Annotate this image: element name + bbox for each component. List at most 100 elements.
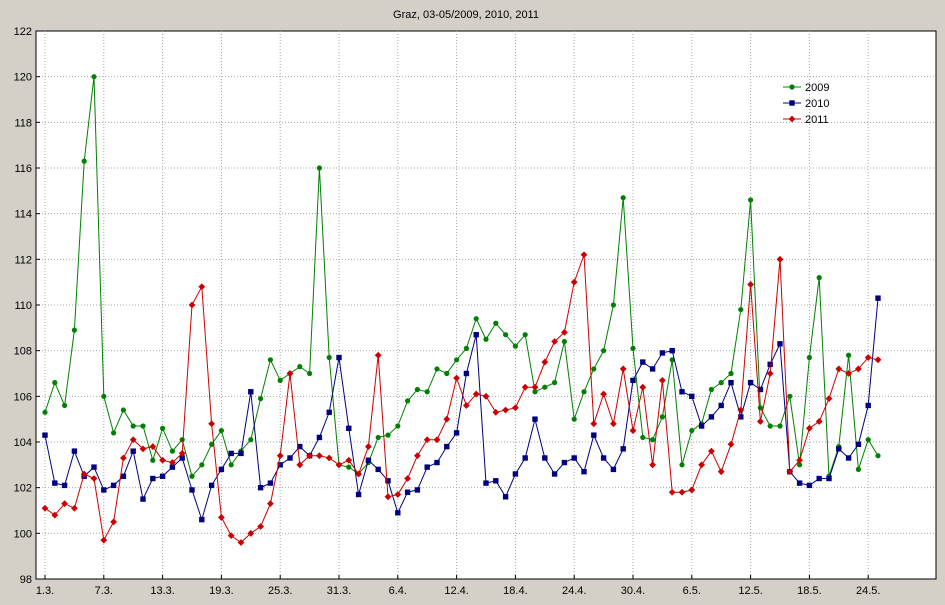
data-point <box>845 370 852 377</box>
data-point <box>640 434 646 441</box>
data-point <box>669 357 675 363</box>
data-point <box>129 436 137 444</box>
y-tick-label: 102 <box>14 483 32 495</box>
data-point <box>110 482 117 489</box>
data-point <box>826 475 832 482</box>
data-point <box>140 496 146 502</box>
data-point <box>71 504 78 512</box>
data-point <box>836 446 842 452</box>
data-point <box>875 453 881 459</box>
data-point <box>424 464 430 470</box>
data-point <box>610 302 617 308</box>
series-group <box>41 74 882 546</box>
data-point <box>248 389 254 395</box>
data-point <box>277 462 283 468</box>
legend-label-2010: 2010 <box>805 98 829 110</box>
data-point <box>806 354 813 361</box>
legend-label-2011: 2011 <box>805 114 829 126</box>
data-point <box>512 404 519 412</box>
data-point <box>659 350 666 356</box>
data-point <box>306 452 313 460</box>
data-point <box>316 452 323 460</box>
data-point <box>258 396 264 402</box>
data-point <box>296 461 304 469</box>
data-point <box>365 457 372 463</box>
data-point <box>101 487 107 493</box>
data-point <box>806 424 813 432</box>
data-point <box>238 450 244 457</box>
data-point <box>551 338 558 345</box>
data-point <box>748 197 754 203</box>
chart-title: Graz, 03-05/2009, 2010, 2011 <box>393 9 539 21</box>
legend: 2009 2010 2011 <box>783 82 829 126</box>
y-tick-label: 110 <box>14 300 32 312</box>
series-line-2011 <box>44 254 879 544</box>
x-tick-label: 18.5. <box>797 585 821 597</box>
data-point <box>591 366 597 372</box>
data-point <box>218 466 225 473</box>
data-point <box>689 427 695 434</box>
data-point <box>414 487 421 493</box>
data-point <box>375 434 381 441</box>
data-point <box>640 359 646 365</box>
data-point <box>71 448 78 454</box>
data-point <box>483 480 489 486</box>
data-point <box>806 482 813 489</box>
data-point <box>257 484 264 491</box>
data-point <box>796 456 803 464</box>
data-point <box>492 408 500 416</box>
data-point <box>766 370 774 377</box>
x-tick-label: 1.3. <box>36 585 54 597</box>
series-2011 <box>41 251 882 546</box>
data-point <box>630 345 636 351</box>
data-point <box>855 466 862 472</box>
data-point <box>395 510 401 516</box>
data-point <box>228 462 234 468</box>
data-point <box>600 455 607 461</box>
data-point <box>130 423 136 429</box>
data-point <box>297 443 303 450</box>
data-point <box>659 414 666 420</box>
data-point <box>277 377 283 383</box>
data-point <box>717 468 725 476</box>
data-point <box>767 361 773 368</box>
data-point <box>385 432 391 438</box>
data-point <box>865 402 871 409</box>
data-point <box>316 165 322 171</box>
data-point <box>453 430 460 436</box>
data-point <box>551 471 558 477</box>
data-point <box>42 409 48 415</box>
data-point <box>542 384 548 390</box>
data-point <box>179 437 185 443</box>
data-point <box>580 251 588 259</box>
y-tick-label: 116 <box>14 163 32 175</box>
data-point <box>512 471 519 477</box>
data-point <box>532 416 538 422</box>
data-point <box>789 100 795 106</box>
data-point <box>100 536 108 544</box>
x-tick-label: 7.3. <box>95 585 113 597</box>
data-point <box>521 383 529 391</box>
x-tick-label: 19.3. <box>209 585 233 597</box>
data-point <box>875 295 881 301</box>
data-point <box>405 398 411 404</box>
data-point <box>91 464 97 470</box>
axis-group: 98 100 102 104 106 108 110 112 114 116 118 120 122 1.… <box>14 26 881 597</box>
data-point <box>788 115 796 123</box>
data-point <box>130 448 136 454</box>
data-point <box>698 423 705 429</box>
data-point <box>610 466 617 473</box>
data-point <box>747 281 754 288</box>
data-point <box>845 455 852 461</box>
data-point <box>816 275 822 281</box>
data-point <box>708 414 715 420</box>
data-point <box>786 468 794 476</box>
data-point <box>649 461 656 469</box>
data-point <box>708 386 715 393</box>
data-point <box>160 425 166 431</box>
x-tick-label: 24.4. <box>562 585 586 597</box>
data-point <box>150 457 156 463</box>
series-line-2009 <box>44 76 879 478</box>
data-point <box>639 383 647 391</box>
